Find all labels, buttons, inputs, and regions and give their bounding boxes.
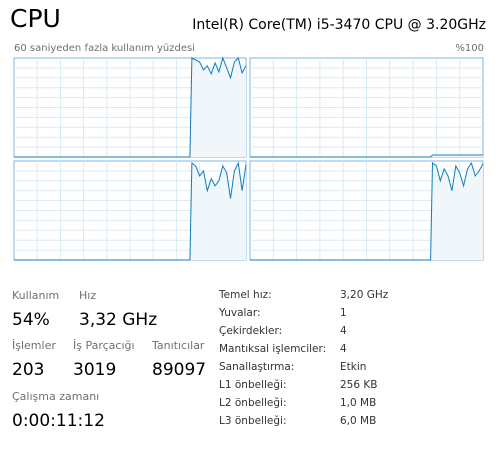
detail-label: Mantıksal işlemciler: xyxy=(219,343,326,355)
threads-value: 3019 xyxy=(73,360,116,380)
area-fill xyxy=(14,163,246,260)
details: Temel hız: 3,20 GHz Yuvalar: 1 Çekirdekler: 4… xyxy=(218,289,389,427)
title: CPU xyxy=(10,4,61,33)
handles-label: Tanıtıcılar xyxy=(151,339,205,352)
area-fill xyxy=(14,58,246,157)
usage-line xyxy=(14,161,247,261)
detail-label: Çekirdekler: xyxy=(219,325,282,337)
usage-line xyxy=(14,56,247,158)
detail-label: Temel hız: xyxy=(218,289,272,301)
detail-value: 3,20 GHz xyxy=(340,289,389,301)
graph-max: %100 xyxy=(455,43,484,54)
usage-line xyxy=(250,154,483,158)
detail-value: 1 xyxy=(340,307,347,319)
usage-label: Kullanım xyxy=(12,289,59,302)
detail-value: 4 xyxy=(340,343,347,355)
detail-label: L3 önbelleği: xyxy=(219,415,287,427)
speed-label: Hız xyxy=(79,289,96,302)
speed-value: 3,32 GHz xyxy=(79,310,157,330)
detail-label: L1 önbelleği: xyxy=(219,379,287,391)
uptime-label: Çalışma zamanı xyxy=(12,390,99,403)
detail-value: 6,0 MB xyxy=(340,415,376,427)
area-fill xyxy=(250,163,483,260)
detail-value: Etkin xyxy=(340,361,366,373)
handles-value: 89097 xyxy=(152,360,206,380)
detail-value: 4 xyxy=(340,325,347,337)
detail-value: 1,0 MB xyxy=(340,397,376,409)
processes-value: 203 xyxy=(12,360,44,380)
detail-label: Sanallaştırma: xyxy=(219,361,294,373)
uptime-value: 0:00:11:12 xyxy=(12,411,105,431)
detail-label: L2 önbelleği: xyxy=(219,397,287,409)
detail-value: 256 KB xyxy=(340,379,377,391)
processes-label: İşlemler xyxy=(12,339,56,352)
usage-line xyxy=(250,161,484,261)
graphs xyxy=(13,56,484,261)
processor-name: Intel(R) Core(TM) i5-3470 CPU @ 3.20GHz xyxy=(192,17,486,33)
graph-caption: 60 saniyeden fazla kullanım yüzdesi xyxy=(14,43,195,54)
detail-label: Yuvalar: xyxy=(218,307,261,319)
usage-value: 54% xyxy=(12,310,50,330)
threads-label: İş Parçacığı xyxy=(73,339,135,352)
